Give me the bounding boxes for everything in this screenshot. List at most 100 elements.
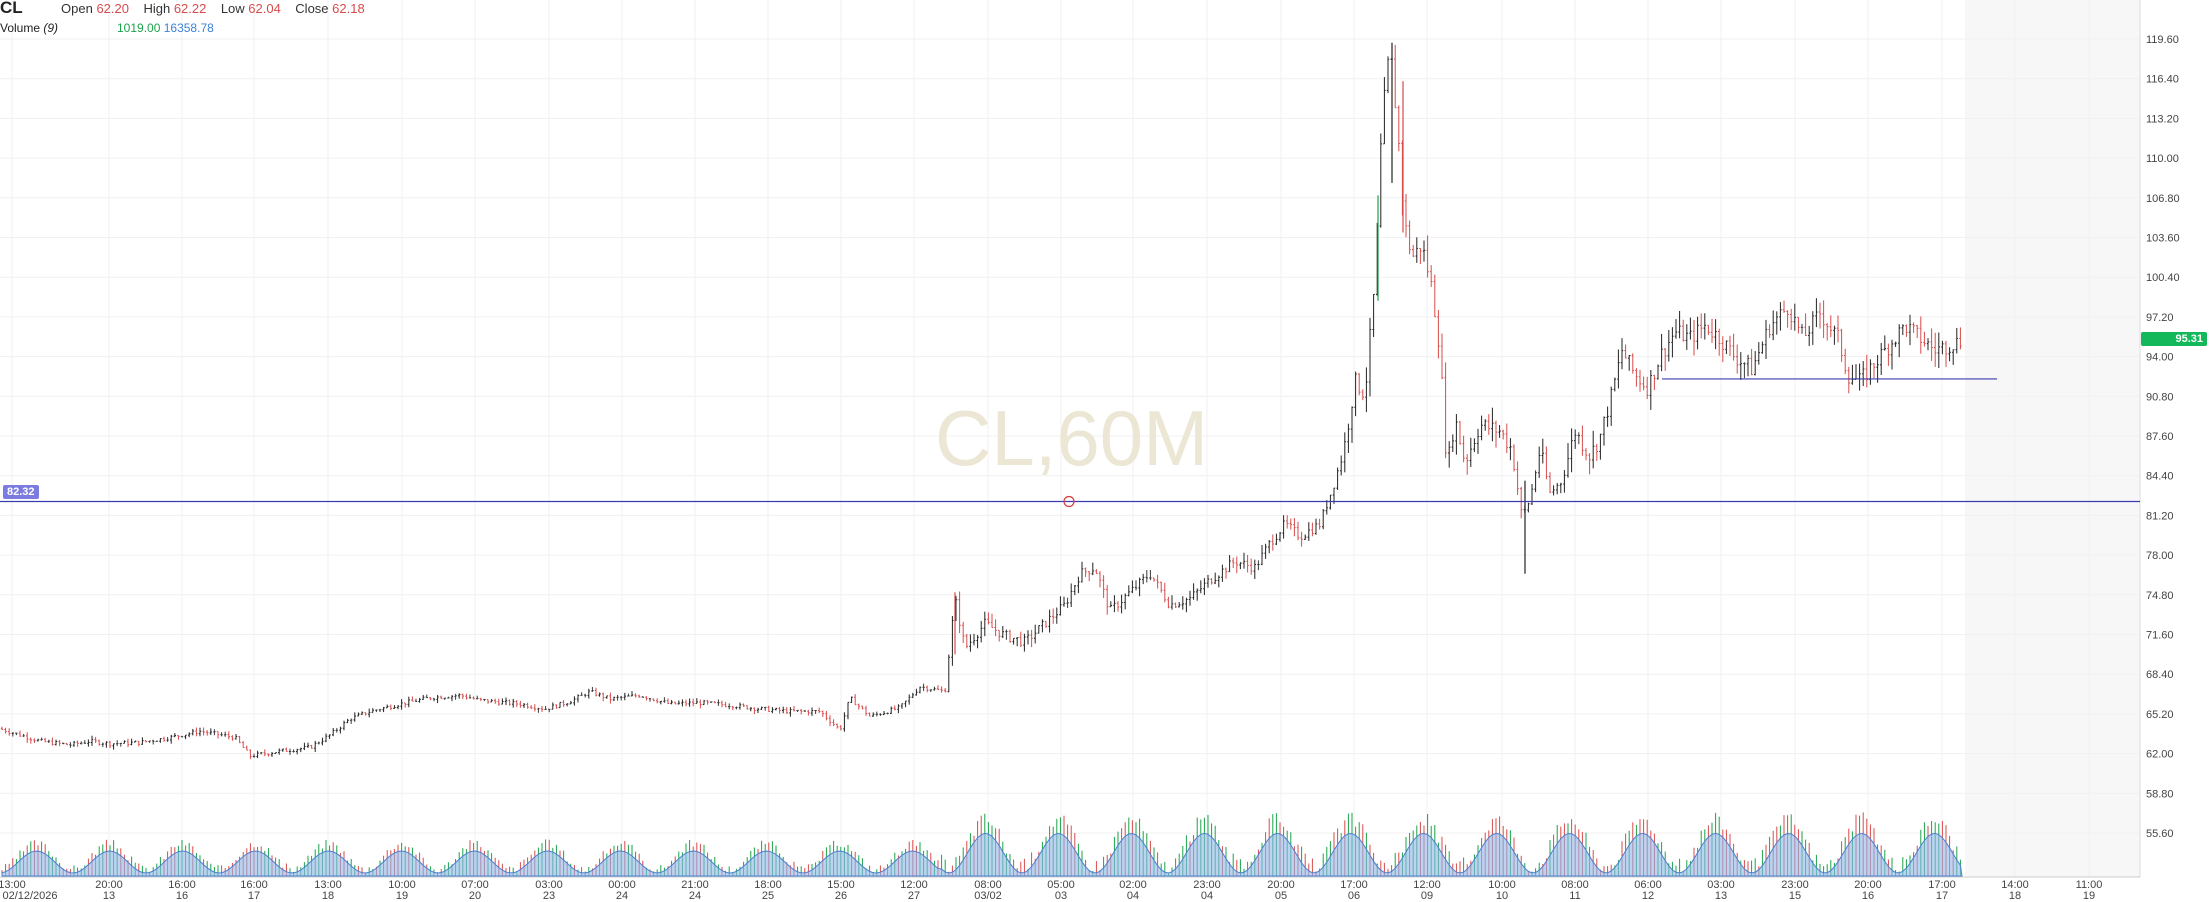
x-tick-time: 21:00: [681, 879, 709, 891]
y-tick-label: 119.60: [2146, 34, 2179, 46]
x-tick-date: 10: [1496, 890, 1508, 902]
x-tick-time: 20:00: [1854, 879, 1882, 891]
x-tick-time: 20:00: [1267, 879, 1295, 891]
x-tick-time: 02:00: [1119, 879, 1147, 891]
volume-readout: 1019.00 16358.78: [117, 21, 214, 35]
x-tick-date: 16: [1862, 890, 1874, 902]
volume-value: 1019.00: [117, 21, 161, 35]
x-tick-date: 26: [835, 890, 847, 902]
x-tick-time: 20:00: [95, 879, 123, 891]
x-tick-date: 17: [248, 890, 260, 902]
x-tick-time: 11:00: [2076, 879, 2103, 891]
x-tick-date: 04: [1201, 890, 1213, 902]
x-tick-date: 27: [908, 890, 920, 902]
close-value: 62.18: [332, 1, 365, 16]
volume-period: (9): [43, 21, 59, 35]
x-tick-date: 13: [1715, 890, 1727, 902]
y-tick-label: 103.60: [2146, 233, 2180, 245]
x-tick-time: 05:00: [1047, 879, 1075, 891]
x-tick-date: 05: [1275, 890, 1287, 902]
horizontal-line-price-tag[interactable]: 82.32: [3, 484, 39, 499]
open-value: 62.20: [96, 1, 129, 16]
y-tick-label: 84.40: [2146, 471, 2174, 483]
x-tick-date: 03/02: [974, 890, 1002, 902]
x-tick-date: 12: [1642, 890, 1654, 902]
chart-watermark: CL,60M: [935, 394, 1209, 482]
x-tick-time: 12:00: [900, 879, 928, 891]
x-tick-time: 13:00: [314, 879, 342, 891]
line-anchor-handle: [1063, 495, 1075, 508]
last-price-tag: 95.31: [2141, 332, 2207, 347]
x-tick-date: 06: [1348, 890, 1360, 902]
y-tick-label: 58.80: [2146, 788, 2174, 800]
y-tick-label: 116.40: [2146, 74, 2179, 86]
x-tick-date: 03: [1055, 890, 1067, 902]
x-tick-date: 17: [1936, 890, 1948, 902]
x-tick-time: 08:00: [1561, 879, 1589, 891]
x-tick-time: 16:00: [168, 879, 196, 891]
volume-ma-value: 16358.78: [163, 21, 214, 35]
x-tick-time: 07:00: [461, 879, 489, 891]
x-tick-date: 19: [2083, 890, 2095, 902]
y-tick-label: 106.80: [2146, 193, 2180, 205]
x-tick-time: 10:00: [388, 879, 416, 891]
x-tick-date: 16: [176, 890, 188, 902]
volume-ma-area: [1, 832, 1963, 877]
x-tick-date: 11: [1569, 890, 1580, 902]
x-tick-time: 03:00: [1707, 879, 1735, 891]
y-tick-label: 94.00: [2146, 352, 2174, 364]
x-tick-date: 04: [1127, 890, 1139, 902]
x-tick-date: 19: [396, 890, 408, 902]
x-tick-date: 20: [469, 890, 481, 902]
y-tick-label: 74.80: [2146, 590, 2174, 602]
x-tick-date: 15: [1789, 890, 1801, 902]
volume-label: Volume: [0, 21, 41, 35]
y-tick-label: 100.40: [2146, 272, 2180, 284]
y-tick-label: 78.00: [2146, 550, 2174, 562]
x-tick-time: 17:00: [1340, 879, 1368, 891]
high-value: 62.22: [173, 1, 207, 16]
y-tick-label: 113.20: [2146, 113, 2179, 125]
y-tick-label: 71.60: [2146, 630, 2174, 642]
y-tick-label: 55.60: [2146, 828, 2174, 840]
x-tick-time: 06:00: [1634, 879, 1662, 891]
x-tick-time: 10:00: [1488, 879, 1516, 891]
x-tick-date: 24: [689, 890, 701, 902]
x-tick-date: 18: [2009, 890, 2021, 902]
volume-indicator-label: Volume (9): [0, 21, 58, 35]
y-tick-label: 65.20: [2146, 709, 2174, 721]
low-label: Low: [220, 1, 245, 16]
x-tick-date: 23: [543, 890, 555, 902]
x-tick-date: 09: [1421, 890, 1433, 902]
x-tick-date: 18: [322, 890, 334, 902]
future-area: [1965, 0, 2140, 877]
ohlc-readout: Open 62.20 High 62.22 Low 62.04 Close 62…: [61, 1, 365, 16]
x-tick-date: 25: [762, 890, 774, 902]
open-label: Open: [61, 1, 93, 16]
x-tick-date: 24: [616, 890, 628, 902]
x-tick-time: 15:00: [827, 879, 855, 891]
x-tick-time: 23:00: [1781, 879, 1809, 891]
symbol-label: CL: [0, 0, 23, 17]
x-tick-time: 00:00: [608, 879, 636, 891]
y-tick-label: 68.40: [2146, 669, 2174, 681]
x-tick-time: 08:00: [974, 879, 1002, 891]
x-tick-date: 02/12/2026: [2, 890, 57, 902]
y-tick-label: 62.00: [2146, 749, 2174, 761]
x-tick-time: 12:00: [1413, 879, 1441, 891]
x-tick-time: 13:00: [0, 879, 26, 891]
high-label: High: [143, 1, 171, 16]
y-tick-label: 110.00: [2146, 153, 2179, 165]
x-tick-time: 16:00: [240, 879, 268, 891]
x-tick-time: 18:00: [754, 879, 782, 891]
low-value: 62.04: [248, 1, 281, 16]
x-tick-time: 23:00: [1193, 879, 1221, 891]
y-tick-label: 87.60: [2146, 431, 2174, 443]
y-tick-label: 97.20: [2146, 312, 2174, 324]
y-tick-label: 81.20: [2146, 510, 2174, 522]
x-tick-date: 13: [103, 890, 115, 902]
x-tick-time: 14:00: [2001, 879, 2029, 891]
x-tick-time: 17:00: [1928, 879, 1956, 891]
